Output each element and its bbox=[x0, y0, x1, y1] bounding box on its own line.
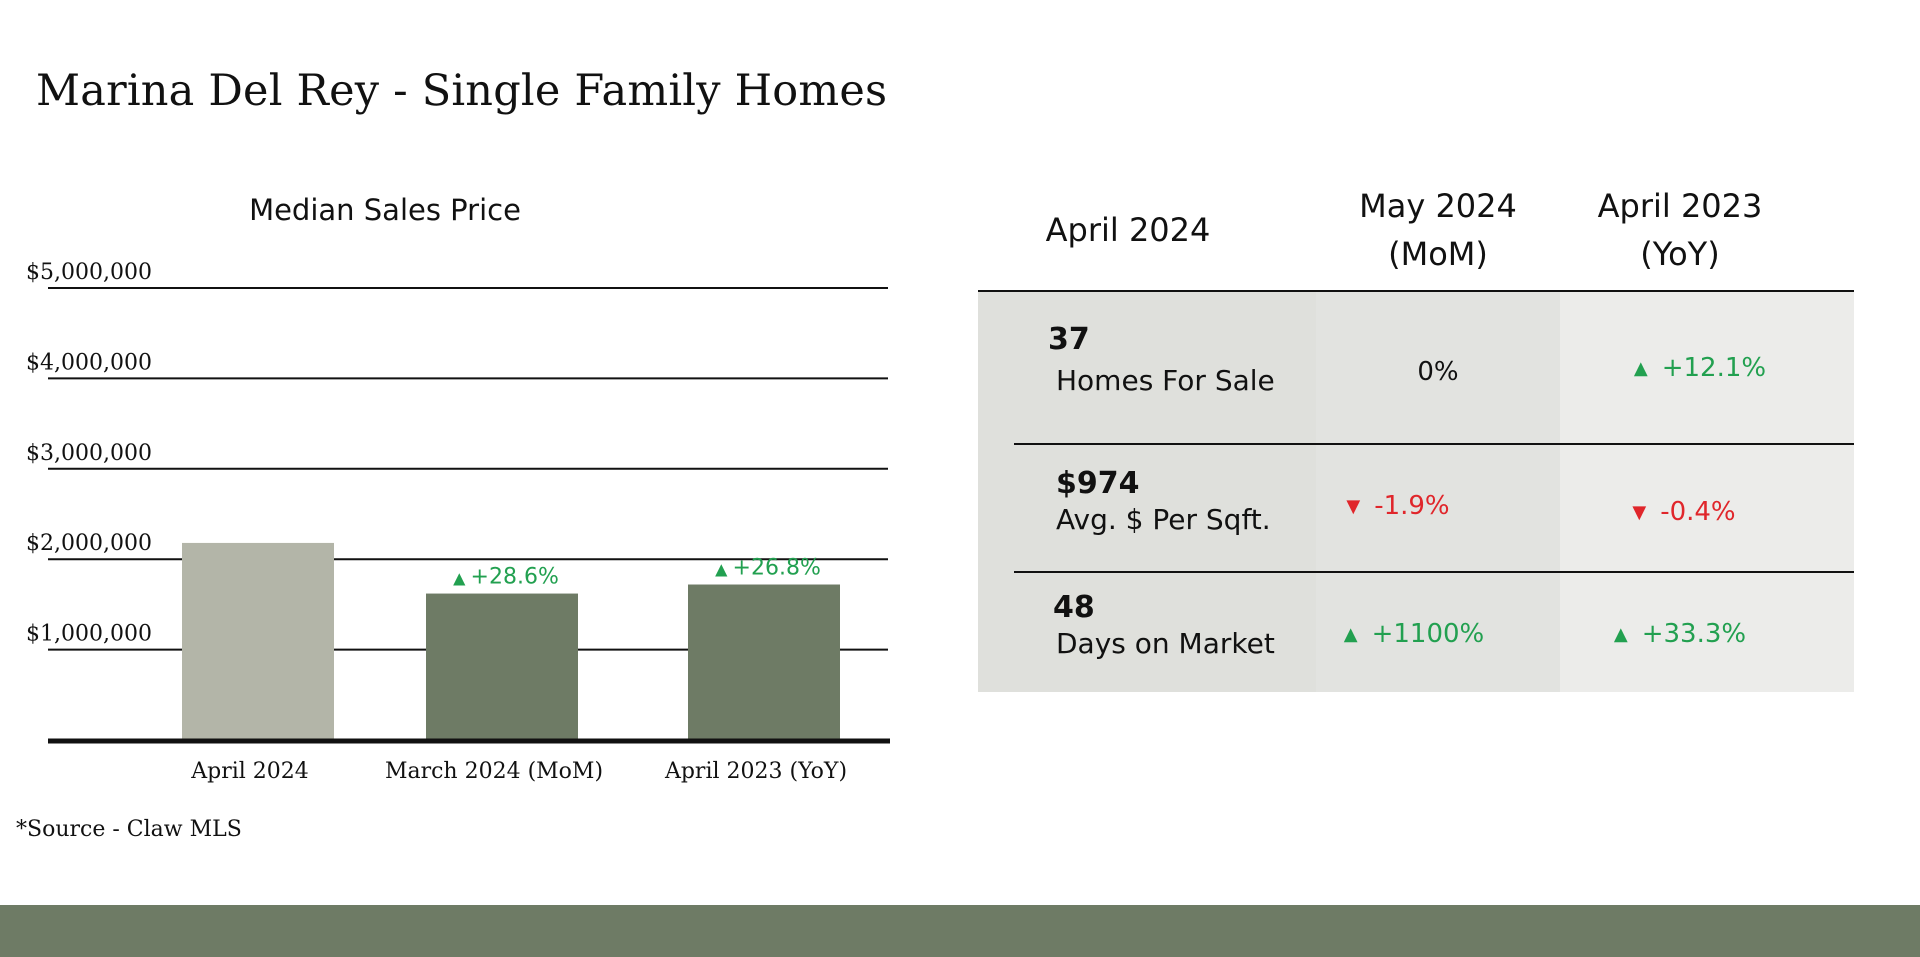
triangle-up-icon: ▲ bbox=[1343, 624, 1358, 645]
header-current: April 2024 bbox=[1018, 206, 1238, 254]
mom-change-value: 0% bbox=[1417, 357, 1459, 387]
header-rule bbox=[978, 290, 1854, 292]
mom-change-cell: 0% bbox=[1318, 352, 1558, 392]
metric-value: 37 bbox=[1048, 322, 1090, 357]
metric-label: Homes For Sale bbox=[1056, 364, 1275, 397]
row-divider bbox=[1014, 571, 1854, 573]
yoy-change-cell: ▲ +33.3% bbox=[1560, 614, 1800, 654]
metric-label: Avg. $ Per Sqft. bbox=[1056, 503, 1271, 536]
yoy-change-value: +12.1% bbox=[1661, 353, 1767, 383]
x-tick-label: April 2024 bbox=[190, 759, 309, 784]
bar bbox=[688, 584, 840, 740]
page-title: Marina Del Rey - Single Family Homes bbox=[36, 66, 888, 116]
yoy-column-background bbox=[1560, 292, 1854, 692]
mom-change-cell: ▲ +1100% bbox=[1294, 614, 1534, 654]
chart-title: Median Sales Price bbox=[249, 193, 521, 227]
row-divider bbox=[1014, 443, 1854, 445]
median-sales-price-chart: $1,000,000 $2,000,000 $3,000,000 $4,000,000… bbox=[26, 260, 890, 784]
yoy-change-cell: ▼ -0.4% bbox=[1564, 492, 1804, 532]
y-tick-label: $1,000,000 bbox=[26, 622, 152, 647]
source-note: *Source - Claw MLS bbox=[16, 817, 242, 842]
data-label: ▲ +26.8% bbox=[715, 556, 821, 581]
stats-table: April 2024 May 2024 (MoM) April 2023 (Yo… bbox=[978, 180, 1854, 700]
header-yoy-line1: April 2023 bbox=[1597, 187, 1763, 225]
first-column-background bbox=[978, 292, 1316, 692]
yoy-change-cell: ▲ +12.1% bbox=[1580, 348, 1820, 388]
triangle-up-icon: ▲ bbox=[1633, 358, 1648, 379]
y-tick-label: $5,000,000 bbox=[26, 260, 152, 285]
header-current-label: April 2024 bbox=[1045, 211, 1211, 249]
y-tick-label: $3,000,000 bbox=[26, 441, 152, 466]
header-yoy-line2: (YoY) bbox=[1640, 235, 1720, 273]
triangle-down-icon: ▼ bbox=[1632, 502, 1647, 523]
footer-band bbox=[0, 905, 1920, 957]
metric-label: Days on Market bbox=[1056, 627, 1275, 660]
mom-column-background bbox=[1316, 292, 1560, 692]
data-label: ▲ +28.6% bbox=[453, 565, 559, 590]
yoy-change-value: -0.4% bbox=[1660, 497, 1736, 527]
yoy-change-value: +33.3% bbox=[1641, 619, 1747, 649]
triangle-up-icon: ▲ bbox=[1613, 624, 1628, 645]
metric-value: $974 bbox=[1056, 466, 1140, 501]
metric-value: 48 bbox=[1053, 590, 1095, 625]
header-mom-line2: (MoM) bbox=[1388, 235, 1488, 273]
bar bbox=[182, 542, 334, 740]
header-mom: May 2024 (MoM) bbox=[1316, 182, 1560, 278]
mom-change-value: +1100% bbox=[1371, 619, 1485, 649]
bar bbox=[426, 593, 578, 740]
header-mom-line1: May 2024 bbox=[1359, 187, 1517, 225]
x-tick-label: April 2023 (YoY) bbox=[664, 759, 847, 784]
x-tick-label: March 2024 (MoM) bbox=[385, 759, 603, 784]
header-yoy: April 2023 (YoY) bbox=[1560, 182, 1800, 278]
triangle-down-icon: ▼ bbox=[1346, 496, 1361, 517]
y-tick-label: $2,000,000 bbox=[26, 531, 152, 556]
mom-change-cell: ▼ -1.9% bbox=[1278, 486, 1518, 526]
mom-change-value: -1.9% bbox=[1374, 491, 1450, 521]
y-tick-label: $4,000,000 bbox=[26, 350, 152, 375]
